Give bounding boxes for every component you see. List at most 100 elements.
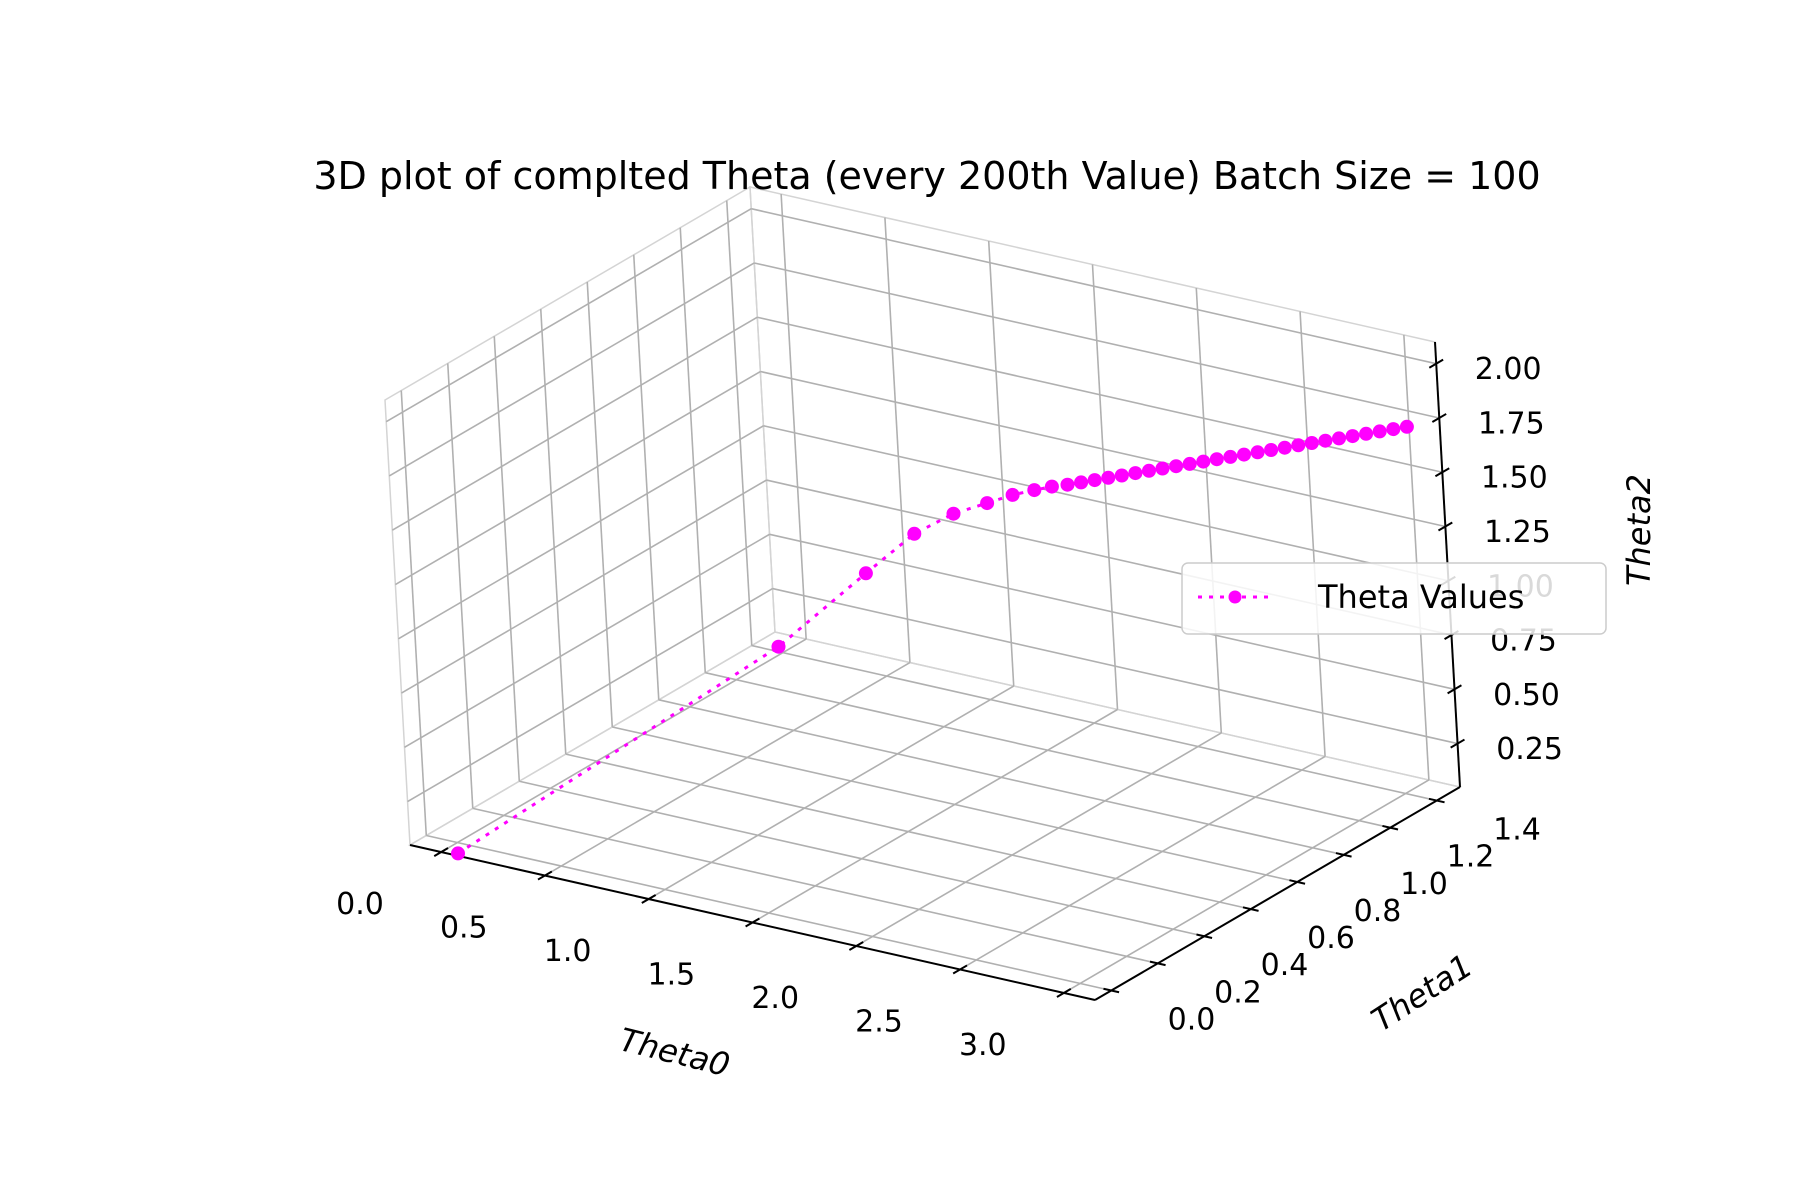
data-point	[1074, 475, 1089, 490]
grid-line-y-floor	[426, 834, 1112, 992]
data-point	[1101, 470, 1116, 485]
data-point	[1114, 468, 1129, 483]
grid-line-z-side	[388, 262, 755, 477]
data-point	[1304, 436, 1319, 450]
chart-title: 3D plot of complted Theta (every 200th V…	[313, 154, 1540, 198]
z-tick-mark	[1434, 467, 1450, 478]
data-point	[1182, 456, 1197, 471]
tick-labels: 0.00.51.01.52.02.53.00.00.20.40.60.81.01…	[336, 352, 1563, 1063]
grid-line-z-back	[754, 262, 1440, 419]
data-point	[1386, 422, 1401, 437]
data-point	[858, 566, 873, 581]
grid-line-y-side	[586, 281, 614, 728]
y-tick-label: 1.0	[1400, 867, 1448, 902]
grid-line-z-back	[760, 370, 1446, 528]
grid-line-x-floor	[440, 638, 807, 853]
grid-line-z-side	[407, 587, 773, 803]
grid-line-y-side	[632, 254, 660, 700]
data-point	[1372, 424, 1387, 439]
grid-line-x-floor	[855, 732, 1222, 947]
grid-line-z-side	[385, 208, 752, 423]
grid-line-z-side	[394, 370, 761, 586]
x-tick-label: 2.0	[751, 981, 799, 1016]
x-axis-label: Theta0	[616, 1020, 734, 1084]
data-point	[1345, 429, 1360, 444]
grid-line-y-floor	[705, 671, 1391, 829]
legend-marker	[1228, 590, 1242, 604]
y-tick-label: 0.4	[1261, 948, 1309, 983]
grid-line-y-floor	[519, 780, 1205, 938]
x-tick-mark	[537, 870, 553, 881]
grid-line-x-back	[1091, 264, 1119, 710]
side-pane	[384, 185, 776, 847]
grid-line-y-floor	[565, 753, 1251, 910]
data-point	[1277, 440, 1292, 455]
y-tick-label: 1.2	[1447, 840, 1495, 875]
data-point	[1087, 473, 1102, 488]
y-tick-mark	[1103, 987, 1120, 994]
data-point	[1142, 463, 1156, 478]
z-tick-mark	[1447, 684, 1462, 695]
y-axis-line	[1094, 786, 1461, 1001]
x-tick-mark	[745, 917, 760, 928]
z-tick-label: 1.25	[1484, 515, 1551, 550]
y-axis-label: Theta1	[1365, 946, 1480, 1039]
legend: Theta Values	[1181, 562, 1607, 635]
data-point	[1128, 466, 1143, 481]
y-tick-label: 1.4	[1493, 813, 1541, 848]
z-tick-mark	[1428, 358, 1444, 369]
grid-line-y-side	[725, 200, 753, 646]
grid-line-x-floor	[544, 661, 911, 877]
grid-line-y-floor	[658, 699, 1344, 856]
data-point	[1332, 431, 1346, 446]
grid-line-y-side	[446, 363, 474, 809]
data-point	[1223, 449, 1238, 464]
grid-line-z-back	[751, 207, 1437, 365]
series-layer	[451, 419, 1414, 861]
y-tick-label: 0.6	[1307, 921, 1355, 956]
grid-line-y-floor	[612, 726, 1298, 883]
grid-line-x-floor	[648, 685, 1015, 900]
x-tick-mark	[641, 894, 657, 904]
z-tick-label: 2.00	[1475, 352, 1542, 387]
z-tick-label: 1.75	[1478, 407, 1545, 442]
data-point	[1359, 426, 1374, 441]
grid-line-y-side	[539, 309, 567, 755]
grid-line-z-back	[763, 425, 1449, 582]
grid-line-x-floor	[1063, 779, 1430, 994]
grid-line-y-floor	[751, 644, 1437, 802]
x-tick-label: 3.0	[959, 1028, 1007, 1063]
data-point	[1399, 419, 1414, 434]
z-tick-label: 1.50	[1481, 461, 1548, 496]
y-tick-mark	[1149, 960, 1166, 967]
data-point	[1155, 461, 1170, 476]
data-point	[1237, 447, 1251, 462]
data-point	[980, 496, 995, 511]
data-point	[1169, 459, 1184, 474]
grid-line-y-side	[400, 390, 428, 836]
y-tick-mark	[1196, 933, 1213, 939]
z-tick-mark	[1431, 413, 1447, 423]
data-point	[1264, 443, 1279, 457]
data-point	[1318, 433, 1333, 448]
data-point	[1060, 477, 1075, 492]
grid-line-z-back	[772, 587, 1458, 745]
y-tick-label: 0.0	[1168, 1003, 1216, 1038]
legend-box	[1181, 562, 1607, 635]
data-point	[1250, 445, 1265, 460]
grid-line-x-floor	[959, 755, 1326, 971]
data-point	[907, 526, 922, 541]
x-tick-label: 1.0	[544, 934, 592, 969]
data-point	[1291, 438, 1306, 453]
data-point	[451, 846, 465, 861]
data-point	[1027, 483, 1042, 498]
data-point	[1209, 452, 1224, 467]
z-axis-label: Theta2	[1620, 474, 1658, 586]
grid-line-x-back	[884, 217, 911, 663]
grid-line-x-back	[1403, 334, 1430, 780]
grid-line-y-floor	[472, 807, 1158, 965]
grid-line-x-back	[1195, 287, 1223, 734]
data-point	[1005, 487, 1020, 502]
grid-line-z-side	[404, 533, 770, 749]
